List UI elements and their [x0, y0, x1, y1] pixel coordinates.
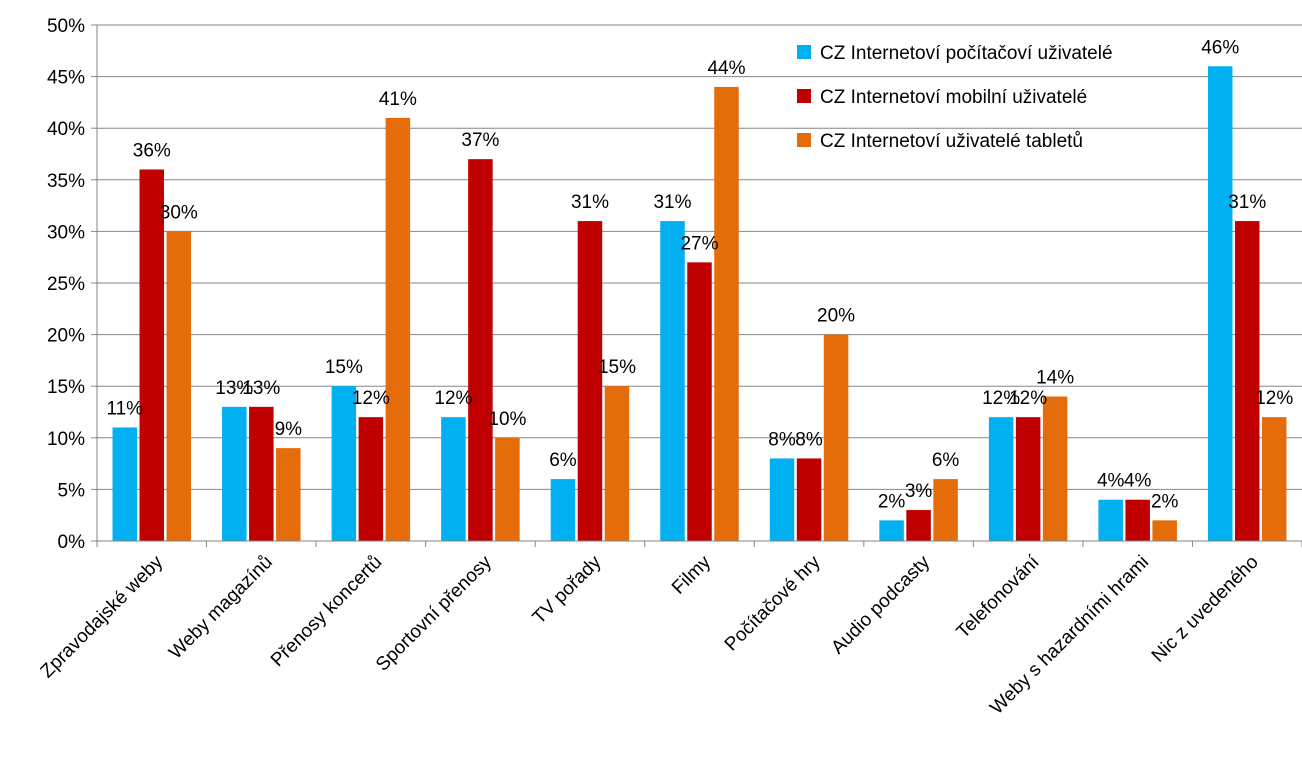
data-label: 27% [680, 233, 718, 254]
x-category-label: Zpravodajské weby [37, 551, 168, 682]
data-label: 41% [379, 89, 417, 110]
bar [550, 479, 576, 541]
y-tick-label: 50% [47, 16, 85, 37]
bar [495, 437, 520, 541]
data-label: 12% [982, 388, 1020, 409]
data-label: 6% [932, 450, 960, 471]
data-label: 8% [768, 429, 796, 450]
x-category-label: Audio podcasty [827, 551, 934, 658]
y-tick-label: 20% [47, 326, 85, 347]
bar [879, 520, 904, 541]
data-label: 4% [1124, 471, 1152, 492]
bar [139, 169, 165, 542]
data-label: 6% [549, 450, 577, 471]
x-category-label: Filmy [668, 551, 715, 598]
bar [714, 86, 739, 542]
bar [249, 406, 274, 541]
data-label: 12% [1255, 388, 1293, 409]
bar [988, 417, 1014, 541]
data-label: 9% [275, 419, 303, 440]
data-label: 13% [242, 378, 280, 399]
y-tick-label: 10% [47, 429, 85, 450]
bar [577, 221, 603, 541]
bar [769, 458, 795, 541]
x-category-label: Počítačové hry [721, 551, 825, 655]
data-label: 8% [795, 429, 823, 450]
data-label: 44% [707, 58, 745, 79]
bar [796, 458, 822, 541]
bar [112, 427, 138, 541]
y-tick-label: 40% [47, 119, 85, 140]
data-label: 15% [598, 357, 636, 378]
x-category-label: Weby magazínů [165, 552, 277, 664]
data-label: 12% [434, 388, 472, 409]
bar [358, 417, 384, 541]
data-label: 2% [1151, 491, 1179, 512]
data-label: 3% [905, 481, 933, 502]
y-tick-label: 25% [47, 274, 85, 295]
bar [222, 406, 247, 541]
y-tick-label: 35% [47, 171, 85, 192]
data-label: 4% [1097, 471, 1125, 492]
data-label: 2% [878, 491, 906, 512]
data-label: 31% [571, 192, 609, 213]
bar [166, 231, 192, 541]
bar [933, 479, 958, 541]
bar [604, 386, 630, 541]
legend-label: CZ Internetoví uživatelé tabletů [820, 131, 1083, 152]
data-label: 36% [133, 140, 171, 161]
bar [441, 417, 466, 541]
bar [1125, 499, 1150, 541]
bar [823, 334, 849, 541]
bar [1098, 499, 1123, 541]
bar [687, 262, 712, 541]
data-label: 37% [461, 130, 499, 151]
bar [1234, 221, 1260, 541]
y-tick-label: 5% [58, 480, 86, 501]
data-label: 11% [106, 398, 143, 419]
data-label: 10% [488, 409, 526, 430]
x-category-label: Přenosy koncertů [267, 552, 386, 671]
x-category-label: Telefonování [953, 551, 1045, 643]
y-tick-label: 45% [47, 68, 85, 89]
bar [1152, 520, 1177, 541]
bar [1015, 417, 1041, 541]
bar [1042, 396, 1068, 541]
x-category-label: Sportovní přenosy [372, 551, 496, 675]
legend: CZ Internetoví počítačoví uživatelé CZ In… [797, 43, 1113, 152]
data-label: 13% [215, 378, 253, 399]
data-labels: 11% 13% 15% 12% 6% 31% 8% 2% 12% 4% 46% 36% 13% 12% 37… [106, 37, 1293, 512]
data-label: 14% [1036, 368, 1074, 389]
data-label: 20% [817, 306, 855, 327]
bar [468, 159, 493, 541]
data-label: 30% [160, 202, 198, 223]
bar [660, 221, 685, 541]
bars [112, 66, 1287, 542]
data-label: 15% [325, 357, 363, 378]
y-tick-label: 0% [58, 532, 86, 553]
data-label: 31% [653, 192, 691, 213]
data-label: 12% [352, 388, 390, 409]
bar [331, 386, 357, 541]
bar [1261, 417, 1287, 541]
y-tick-label: 15% [47, 377, 85, 398]
legend-swatch [797, 89, 811, 103]
legend-swatch [797, 133, 811, 147]
legend-swatch [797, 45, 811, 59]
legend-label: CZ Internetoví počítačoví uživatelé [820, 43, 1113, 64]
y-tick-label: 30% [47, 222, 85, 243]
bar [1207, 66, 1233, 541]
legend-label: CZ Internetoví mobilní uživatelé [820, 87, 1087, 108]
data-label: 12% [1009, 388, 1047, 409]
bar [276, 448, 301, 541]
x-category-label: TV pořady [529, 551, 606, 628]
x-category-label: Nic z uvedeného [1148, 552, 1263, 667]
data-label: 31% [1228, 192, 1266, 213]
bar [385, 117, 411, 541]
data-label: 46% [1201, 37, 1239, 58]
bar [906, 510, 931, 541]
